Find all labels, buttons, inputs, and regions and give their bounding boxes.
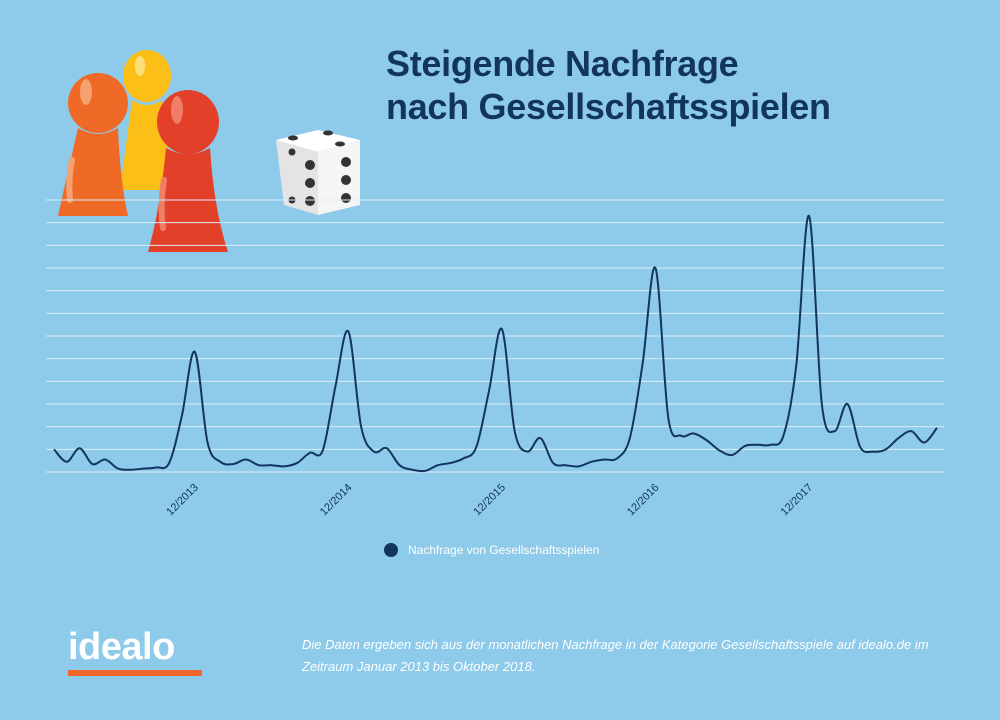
line-chart: 12/2013 12/2014 12/2015 12/2016 12/2017 (46, 199, 944, 519)
logo-underline (68, 670, 202, 676)
x-tick-label: 12/2017 (779, 482, 816, 519)
x-tick-label: 12/2016 (625, 482, 662, 519)
data-point (590, 461, 592, 463)
data-point (526, 451, 528, 453)
data-point (283, 465, 285, 467)
data-point (117, 468, 119, 470)
data-point (770, 444, 772, 446)
data-point (66, 461, 68, 463)
dice-icon (276, 130, 360, 215)
data-point (219, 461, 221, 463)
data-point (104, 459, 106, 461)
data-point (130, 469, 132, 471)
data-point (386, 447, 388, 449)
data-point (731, 454, 733, 456)
page-title: Steigende Nachfrage nach Gesellschaftssp… (386, 42, 946, 128)
data-point (463, 457, 465, 459)
data-point (808, 215, 810, 217)
data-point (514, 430, 516, 432)
x-tick-label: 12/2015 (471, 482, 508, 519)
data-point (168, 462, 170, 464)
data-point (79, 447, 81, 449)
data-point (488, 389, 490, 391)
data-point (654, 267, 656, 269)
data-point (271, 464, 273, 466)
data-point (629, 437, 631, 439)
data-point (411, 469, 413, 471)
data-point (578, 465, 580, 467)
data-point (616, 457, 618, 459)
data-point (143, 468, 145, 470)
data-point (667, 417, 669, 419)
data-point (181, 414, 183, 416)
data-point (552, 462, 554, 464)
x-tick-label: 12/2014 (318, 482, 355, 519)
data-point (373, 451, 375, 453)
x-tick-label: 12/2013 (164, 482, 201, 519)
series-line (53, 214, 938, 473)
data-point (539, 437, 541, 439)
data-point (91, 463, 93, 465)
data-point (744, 445, 746, 447)
data-point (885, 448, 887, 450)
footnote-text: Die Daten ergeben sich aus der monatlich… (302, 637, 929, 674)
data-point (245, 459, 247, 461)
logo-text: idealo (68, 626, 175, 668)
data-point (757, 444, 759, 446)
title-line-2: nach Gesellschaftsspielen (386, 86, 831, 127)
data-point (347, 330, 349, 332)
data-point (207, 442, 209, 444)
data-point (782, 435, 784, 437)
data-point (910, 430, 912, 432)
data-point (872, 451, 874, 453)
data-point (846, 403, 848, 405)
data-point (795, 364, 797, 366)
data-point (603, 459, 605, 461)
data-point (834, 430, 836, 432)
data-point (859, 446, 861, 448)
data-point (360, 426, 362, 428)
legend-marker (384, 543, 398, 557)
data-point (936, 427, 938, 429)
data-point (53, 448, 55, 450)
data-point (898, 437, 900, 439)
data-point (437, 464, 439, 466)
legend-label: Nachfrage von Gesellschaftsspielen (408, 543, 600, 557)
data-point (718, 449, 720, 451)
data-point (475, 446, 477, 448)
data-point (296, 462, 298, 464)
data-point (642, 362, 644, 364)
data-point (155, 466, 157, 468)
title-line-1: Steigende Nachfrage (386, 43, 739, 84)
orange-pawn-icon (58, 73, 128, 216)
idealo-logo: idealo (68, 628, 202, 676)
data-point (399, 464, 401, 466)
data-point (232, 463, 234, 465)
data-point (194, 351, 196, 353)
data-point (309, 452, 311, 454)
data-point (501, 328, 503, 330)
data-point (258, 464, 260, 466)
data-point (335, 385, 337, 387)
data-point (693, 432, 695, 434)
data-point (706, 439, 708, 441)
chart-legend: Nachfrage von Gesellschaftsspielen (384, 543, 599, 557)
data-point (424, 470, 426, 472)
data-point (450, 462, 452, 464)
data-point (565, 464, 567, 466)
data-point (680, 435, 682, 437)
data-point (322, 449, 324, 451)
data-point (821, 403, 823, 405)
data-point (923, 442, 925, 444)
